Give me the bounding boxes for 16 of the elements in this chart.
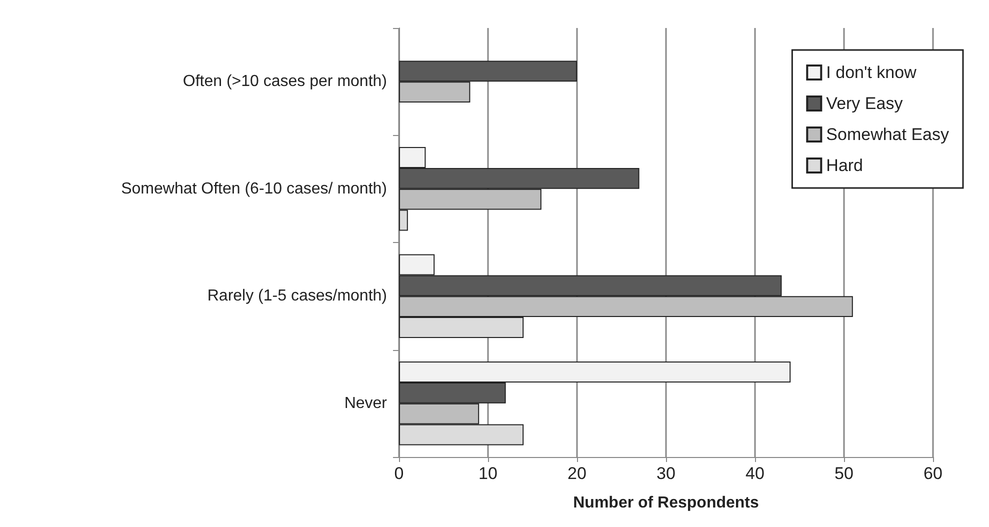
x-tick-label: 20: [568, 464, 586, 483]
y-tick-label: Rarely (1-5 cases/month): [207, 288, 387, 305]
x-tick-label: 30: [656, 464, 676, 483]
x-axis-title: Number of Respondents: [573, 494, 759, 512]
legend-label: Very Easy: [826, 94, 904, 113]
legend-label: Hard: [826, 156, 864, 175]
x-tick-label: 50: [834, 464, 854, 483]
y-tick-label: Never: [344, 394, 388, 412]
x-tick-label: 10: [478, 464, 498, 483]
x-tick-label: 0: [394, 464, 404, 483]
x-tick-label: 40: [746, 464, 764, 483]
y-tick-label: Somewhat Often (6-10 cases/ month): [121, 180, 387, 198]
y-tick-label: Often (>10 cases per month): [182, 73, 387, 90]
legend-label: I don't know: [826, 63, 918, 82]
legend-label: Somewhat Easy: [826, 125, 950, 144]
x-tick-label: 60: [924, 464, 942, 483]
